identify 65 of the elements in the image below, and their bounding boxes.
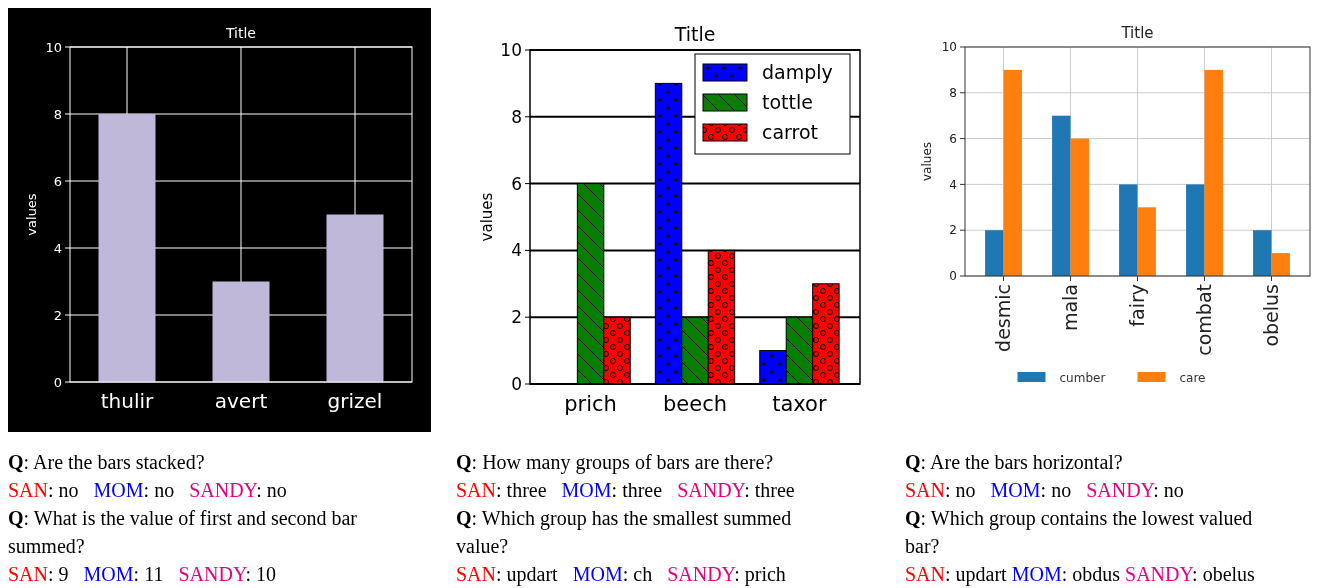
y-tick-label: 8 [511,106,522,127]
text: Q: Are the bars stacked? [8,451,205,473]
legend-label: care [1179,371,1206,385]
x-tick-label: mala [1059,284,1082,332]
bar [1070,138,1089,276]
y-axis-title: values [920,141,934,182]
y-tick-label: 2 [949,223,957,238]
bar [1204,69,1223,276]
x-tick-label: obelus [1260,284,1283,347]
bar [1119,184,1138,276]
y-tick-label: 0 [949,269,957,284]
y-tick-label: 10 [941,40,957,55]
bar [1186,184,1205,276]
bar [212,281,270,382]
text: Q: Which group has the smallest summed value? [456,507,793,557]
text: SAN: 9 MOM: 11 SANDY: 10 [8,563,277,585]
text: SAN: three MOM: three SANDY: three [456,479,795,501]
bar [1271,253,1290,276]
bar [985,230,1004,276]
x-tick-label: prich [564,392,617,416]
text: Q: Are the bars horizontal? [905,451,1123,473]
bar [1253,230,1272,276]
bar [1137,207,1156,276]
text: SAN: updart MOM: ch SANDY: prich [456,563,786,585]
y-tick-label: 2 [511,307,522,328]
y-tick-label: 10 [45,39,62,55]
bar [1003,69,1022,276]
x-tick-label: thulir [100,389,155,413]
y-tick-label: 6 [53,173,62,189]
y-axis-title: values [24,193,39,236]
y-tick-label: 8 [53,106,62,122]
chart-title: Title [673,23,716,45]
text: Q: What is the value of first and second bar summed? [8,507,358,557]
bar [98,114,156,382]
x-tick-label: avert [214,389,268,413]
legend-label: tottle [762,91,813,113]
legend-label: carrot [762,121,819,143]
legend-label: damply [762,61,833,83]
x-tick-label: beech [662,392,728,416]
y-tick-label: 6 [511,173,522,194]
x-tick-label: desmic [992,284,1015,352]
x-tick-label: combat [1193,284,1216,356]
chart-title: Title [1120,24,1154,42]
text: SAN: no MOM: no SANDY: no [905,479,1184,501]
text: Q: How many groups of bars are there? [456,451,774,473]
text: Q: Which group contains the lowest valued bar? [905,507,1254,557]
chart-title: Title [224,25,257,41]
y-tick-label: 6 [949,131,957,146]
bar [326,214,384,382]
y-tick-label: 0 [511,373,522,394]
y-axis-title: values [478,192,496,242]
y-tick-label: 10 [500,39,522,60]
text: SAN: updart MOM: obdus SANDY: obelus [905,563,1255,585]
y-tick-label: 2 [53,307,62,323]
text: SAN: no MOM: no SANDY: no [8,479,287,501]
y-tick-label: 0 [53,374,62,390]
x-tick-label: fairy [1126,284,1149,327]
y-tick-label: 4 [949,177,957,192]
y-tick-label: 4 [511,240,522,261]
legend-label: cumber [1059,371,1106,385]
x-tick-label: grizel [327,389,383,413]
y-tick-label: 4 [53,240,62,256]
y-tick-label: 8 [949,86,957,100]
x-tick-label: taxor [772,392,827,416]
bar [1052,115,1071,276]
